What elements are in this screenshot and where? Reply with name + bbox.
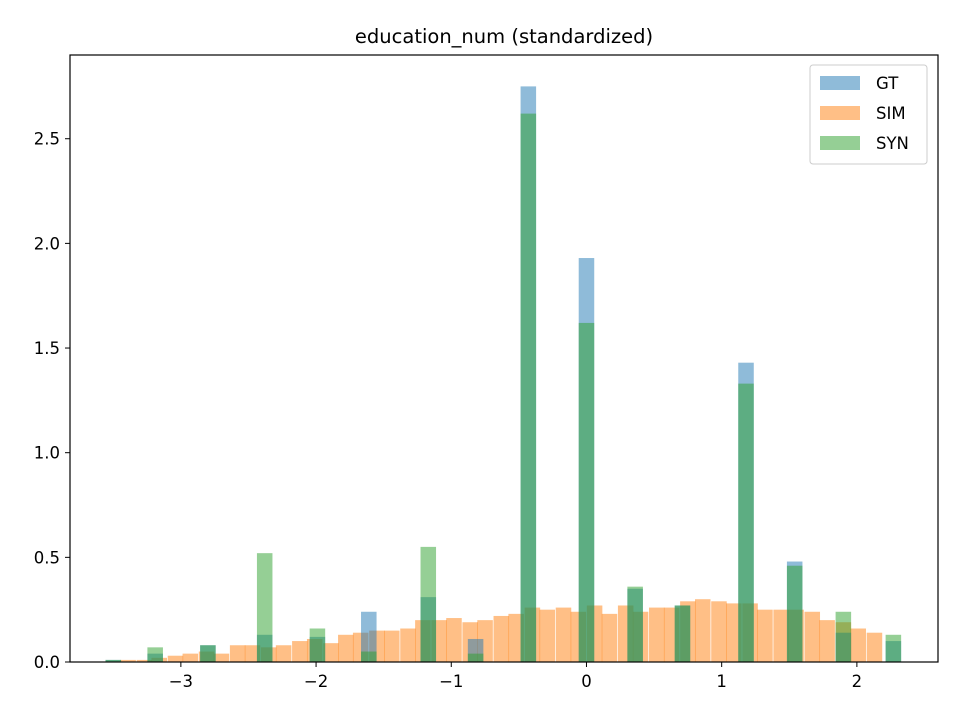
bar-sim [726,603,742,662]
legend-label-syn: SYN [876,134,909,153]
bar-syn [147,647,163,662]
bar-syn [256,553,273,662]
y-tick-label: 1.0 [34,444,60,463]
y-tick-label: 0.0 [34,653,60,672]
bar-syn [200,645,216,662]
bar-sim [244,645,261,662]
bar-syn [420,546,437,662]
legend-swatch-syn [820,136,860,150]
bar-syn [835,611,852,662]
series-sim [120,599,883,662]
bar-syn [627,586,643,662]
y-axis: 0.0 0.5 1.0 1.5 2.0 2.5 [34,130,70,672]
bar-sim [400,628,416,662]
bar-sim [757,609,773,662]
x-axis: −3 −2 −1 0 1 2 [169,662,862,691]
bar-sim [649,607,665,662]
bar-syn [361,651,377,662]
bar-sim [275,645,292,662]
bar-sim [323,643,339,662]
x-tick-label: −2 [304,672,328,691]
bar-syn [520,113,537,663]
y-tick-label: 0.5 [34,548,60,567]
bar-sim [866,632,883,662]
bar-syn [674,605,691,662]
bar-sim [601,613,618,662]
bar-sim [213,653,230,662]
bar-syn [309,628,326,662]
bar-sim [136,659,153,662]
legend-label-gt: GT [876,74,899,93]
bar-syn [578,322,595,662]
legend-label-sim: SIM [876,104,906,123]
bar-sim [384,630,400,662]
y-tick-label: 2.0 [34,234,60,253]
bar-sim [229,645,246,662]
y-tick-label: 2.5 [34,130,60,149]
bar-sim [539,609,556,662]
bar-sim [804,611,821,662]
bar-sim [555,607,572,662]
bar-gt [361,611,377,662]
x-tick-label: 0 [581,672,592,691]
legend: GT SIM SYN [809,64,928,165]
legend-swatch-gt [820,76,860,90]
bar-sim [850,628,866,662]
bar-sim [773,609,789,662]
bar-sim [711,601,727,662]
x-tick-label: 2 [852,672,863,691]
bar-sim [493,615,510,662]
bar-sim [120,659,136,662]
bar-sim [819,620,835,662]
bar-sim [182,653,199,662]
y-tick-label: 1.5 [34,339,60,358]
chart-title: education_num (standardized) [355,25,653,48]
bar-sim [694,599,711,662]
x-tick-label: 1 [716,672,727,691]
bar-syn [885,634,902,662]
bar-sim [446,618,462,662]
bar-sim [292,641,308,662]
plot-frame [69,54,939,663]
bars-layer [105,86,902,663]
x-tick-label: −3 [169,672,193,691]
bar-syn [105,659,122,662]
legend-swatch-sim [820,106,860,120]
bar-sim [508,613,524,662]
bar-syn [738,383,754,662]
series-syn [105,113,902,663]
bar-syn [467,653,484,662]
x-tick-label: −1 [439,672,463,691]
bar-syn [786,565,803,662]
bar-sim [338,634,354,662]
bar-sim [167,655,184,662]
